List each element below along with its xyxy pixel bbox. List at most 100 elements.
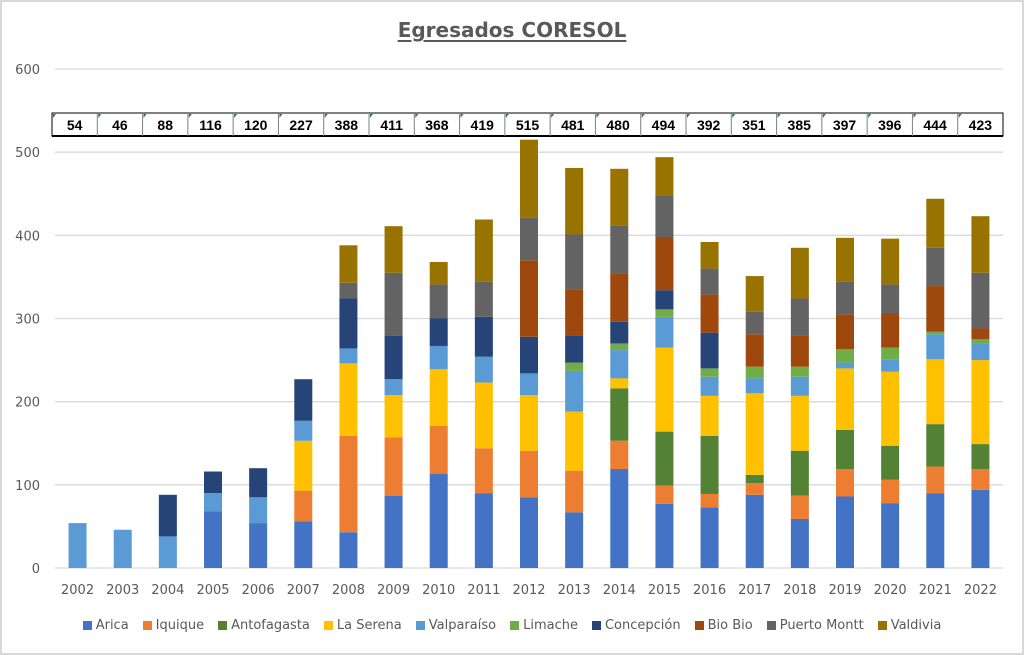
x-tick-label: 2006 — [242, 583, 275, 598]
legend-item: Concepción — [591, 618, 681, 633]
bar-segment-la-serena — [384, 395, 403, 438]
cell-marker-icon — [551, 114, 555, 118]
total-cell: 397 — [833, 117, 857, 133]
bar-segment-arica — [610, 469, 629, 568]
bar-segment-puerto-montt — [926, 247, 945, 287]
bar-segment-la-serena — [836, 368, 854, 430]
x-tick-label: 2009 — [377, 583, 410, 598]
bar-segment-iquique — [384, 437, 403, 496]
bar-segment-valpara-so — [339, 348, 358, 364]
legend-item: Bio Bio — [694, 618, 753, 633]
bar-segment-valdivia — [384, 226, 403, 273]
bar-segment-iquique — [881, 479, 900, 504]
totals-table: 54 46 88 116 120 227 388 411 368 419 515 481 480 494 3… — [51, 112, 1004, 137]
total-cell: 411 — [380, 117, 403, 133]
bar-segment-arica — [790, 518, 809, 568]
bar-segment-valdivia — [655, 157, 674, 196]
bar-segment-concepci-n — [655, 290, 674, 310]
y-tick-label: 0 — [32, 562, 40, 577]
bar-segment-antofagasta — [745, 474, 764, 484]
total-cell: 54 — [67, 117, 83, 133]
bar-segment-la-serena — [881, 371, 900, 446]
x-tick-label: 2014 — [603, 583, 636, 598]
x-axis-ticks: 2002 2003 2004 2005 2006 2007 2008 2009 2010 2011… — [61, 583, 997, 598]
bar-segment-valdivia — [700, 241, 719, 269]
bar-segment-valdivia — [971, 216, 990, 273]
x-tick-label: 2008 — [332, 583, 365, 598]
total-cell: 88 — [157, 117, 173, 133]
bar-segment-puerto-montt — [384, 272, 403, 336]
bar-segment-puerto-montt — [700, 268, 719, 295]
bar-segment-la-serena — [429, 369, 448, 426]
bar-segment-bio-bio — [520, 260, 538, 337]
y-axis-ticks: 0 100 200 300 400 500 600 — [15, 63, 40, 577]
bar-segment-puerto-montt — [836, 281, 854, 315]
x-tick-label: 2021 — [919, 583, 952, 598]
bar-segment-la-serena — [339, 363, 358, 436]
bar-segment-concepci-n — [384, 335, 403, 380]
total-cell: 515 — [516, 117, 540, 133]
bar-segment-iquique — [700, 493, 719, 508]
bar-segment-antofagasta — [700, 435, 719, 494]
legend-item: Antofagasta — [218, 618, 310, 633]
bar-segment-la-serena — [926, 359, 945, 425]
bar-segment-valpara-so — [520, 373, 538, 396]
bar-segment-concepci-n — [565, 335, 584, 363]
bar-segment-valdivia — [474, 219, 493, 282]
bar-segment-valdivia — [836, 237, 854, 282]
bar-segment-valpara-so — [249, 497, 268, 524]
bar-segment-arica — [881, 503, 900, 568]
total-cell: 419 — [471, 117, 495, 133]
legend-label: Antofagasta — [231, 618, 310, 633]
bar-segment-concepci-n — [610, 321, 629, 344]
total-cell: 480 — [606, 117, 630, 133]
bar-segment-limache — [700, 368, 719, 377]
legend-swatch — [591, 621, 601, 630]
x-tick-label: 2019 — [828, 583, 861, 598]
bar-segment-concepci-n — [249, 468, 268, 498]
cell-marker-icon — [958, 114, 962, 118]
legend-swatch — [510, 621, 520, 630]
bar-segment-valpara-so — [700, 376, 719, 396]
legend-swatch — [694, 621, 704, 630]
bar-segment-iquique — [926, 466, 945, 494]
legend-label: Arica — [95, 618, 129, 633]
legend-item: Valparaíso — [415, 618, 496, 633]
bar-segment-limache — [655, 309, 674, 317]
bar-segment-antofagasta — [881, 445, 900, 480]
bar-segment-concepci-n — [158, 494, 177, 537]
bar-segment-valpara-so — [881, 359, 900, 372]
bar-segment-valpara-so — [745, 378, 764, 394]
cell-marker-icon — [913, 114, 917, 118]
bar-segment-iquique — [474, 448, 493, 494]
legend-label: Puerto Montt — [779, 618, 864, 633]
cell-marker-icon — [868, 114, 872, 118]
cell-marker-icon — [732, 114, 736, 118]
bar-segment-iquique — [520, 450, 538, 498]
cell-marker-icon — [324, 114, 328, 118]
bar-segment-bio-bio — [971, 328, 990, 340]
x-tick-label: 2016 — [693, 583, 726, 598]
bar-segment-iquique — [836, 469, 854, 497]
x-tick-label: 2002 — [61, 583, 94, 598]
bar-segment-bio-bio — [745, 334, 764, 367]
cell-marker-icon — [460, 114, 464, 118]
bar-segment-arica — [294, 521, 313, 568]
legend-label: Iquique — [155, 618, 205, 633]
bar-segment-puerto-montt — [610, 225, 629, 274]
legend-label: Valdivia — [890, 618, 942, 633]
cell-marker-icon — [505, 114, 509, 118]
bar-segment-valpara-so — [790, 376, 809, 396]
bar-segment-valdivia — [610, 168, 629, 226]
x-tick-label: 2003 — [106, 583, 139, 598]
bar-segment-bio-bio — [836, 314, 854, 350]
bar-segment-valpara-so — [294, 420, 313, 441]
bar-segment-puerto-montt — [565, 234, 584, 290]
bar-segment-la-serena — [565, 411, 584, 471]
cell-marker-icon — [415, 114, 419, 118]
bar-segment-arica — [339, 532, 358, 568]
bar-segment-la-serena — [474, 382, 493, 449]
bar-segment-la-serena — [294, 440, 313, 491]
bar-segment-arica — [474, 493, 493, 568]
bar-segment-limache — [926, 331, 945, 335]
